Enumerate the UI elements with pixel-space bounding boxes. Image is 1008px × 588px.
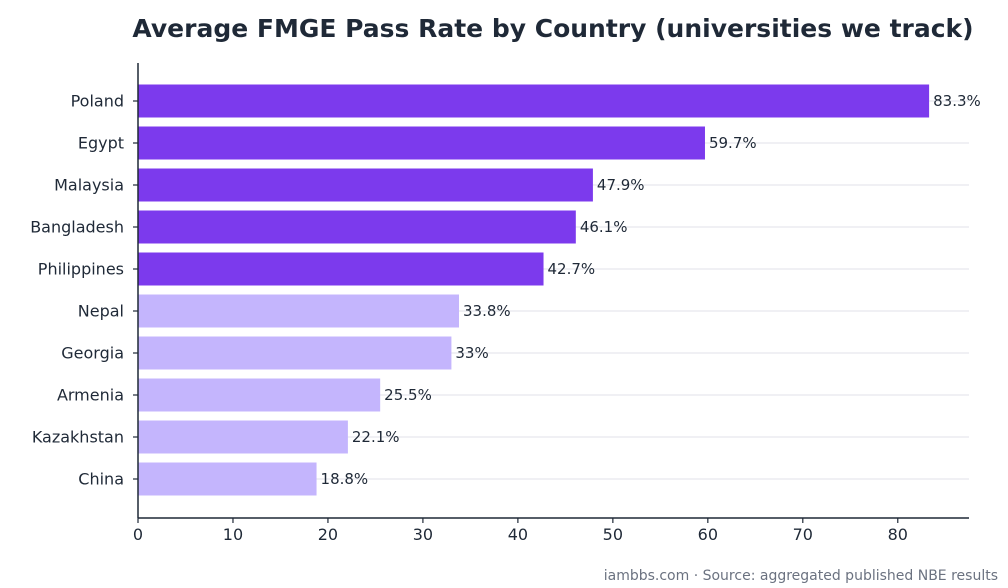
bar-kazakhstan [138, 420, 348, 454]
data-label: 25.5% [384, 386, 432, 404]
data-label: 33% [455, 344, 488, 362]
category-label: Malaysia [54, 176, 124, 195]
data-label: 83.3% [933, 92, 981, 110]
x-tick-label: 50 [603, 525, 623, 544]
category-label: China [78, 470, 124, 489]
category-label: Armenia [57, 386, 124, 405]
category-label: Bangladesh [30, 218, 124, 237]
x-tick-label: 10 [223, 525, 243, 544]
category-label: Georgia [61, 344, 124, 363]
data-label: 46.1% [580, 218, 628, 236]
data-label: 33.8% [463, 302, 511, 320]
category-label: Poland [71, 92, 124, 111]
bar-armenia [138, 378, 381, 412]
axis-layer [133, 63, 969, 523]
data-label: 42.7% [548, 260, 596, 278]
bar-malaysia [138, 168, 593, 202]
bar-bangladesh [138, 210, 576, 244]
x-tick-label: 0 [133, 525, 143, 544]
x-tick-label: 70 [793, 525, 813, 544]
category-label: Egypt [78, 134, 124, 153]
category-label: Kazakhstan [32, 428, 124, 447]
source-note: iambbs.com · Source: aggregated publishe… [603, 568, 998, 584]
bar-china [138, 462, 317, 496]
category-label: Philippines [38, 260, 124, 279]
bar-poland [138, 84, 930, 118]
x-tick-label: 80 [888, 525, 908, 544]
x-tick-label: 60 [698, 525, 718, 544]
label-layer: Poland 83.3% Egypt 59.7% Malaysia 47.9% Bangla… [30, 92, 981, 545]
bar-nepal [138, 294, 460, 328]
x-tick-label: 40 [508, 525, 528, 544]
data-label: 18.8% [321, 470, 369, 488]
bar-georgia [138, 336, 452, 370]
x-tick-label: 30 [413, 525, 433, 544]
data-label: 59.7% [709, 134, 757, 152]
x-tick-label: 20 [318, 525, 338, 544]
chart-title: Average FMGE Pass Rate by Country (unive… [132, 14, 974, 43]
bar-egypt [138, 126, 705, 160]
category-label: Nepal [78, 302, 124, 321]
bar-layer [138, 84, 930, 496]
data-label: 47.9% [597, 176, 645, 194]
bar-philippines [138, 252, 544, 286]
data-label: 22.1% [352, 428, 400, 446]
